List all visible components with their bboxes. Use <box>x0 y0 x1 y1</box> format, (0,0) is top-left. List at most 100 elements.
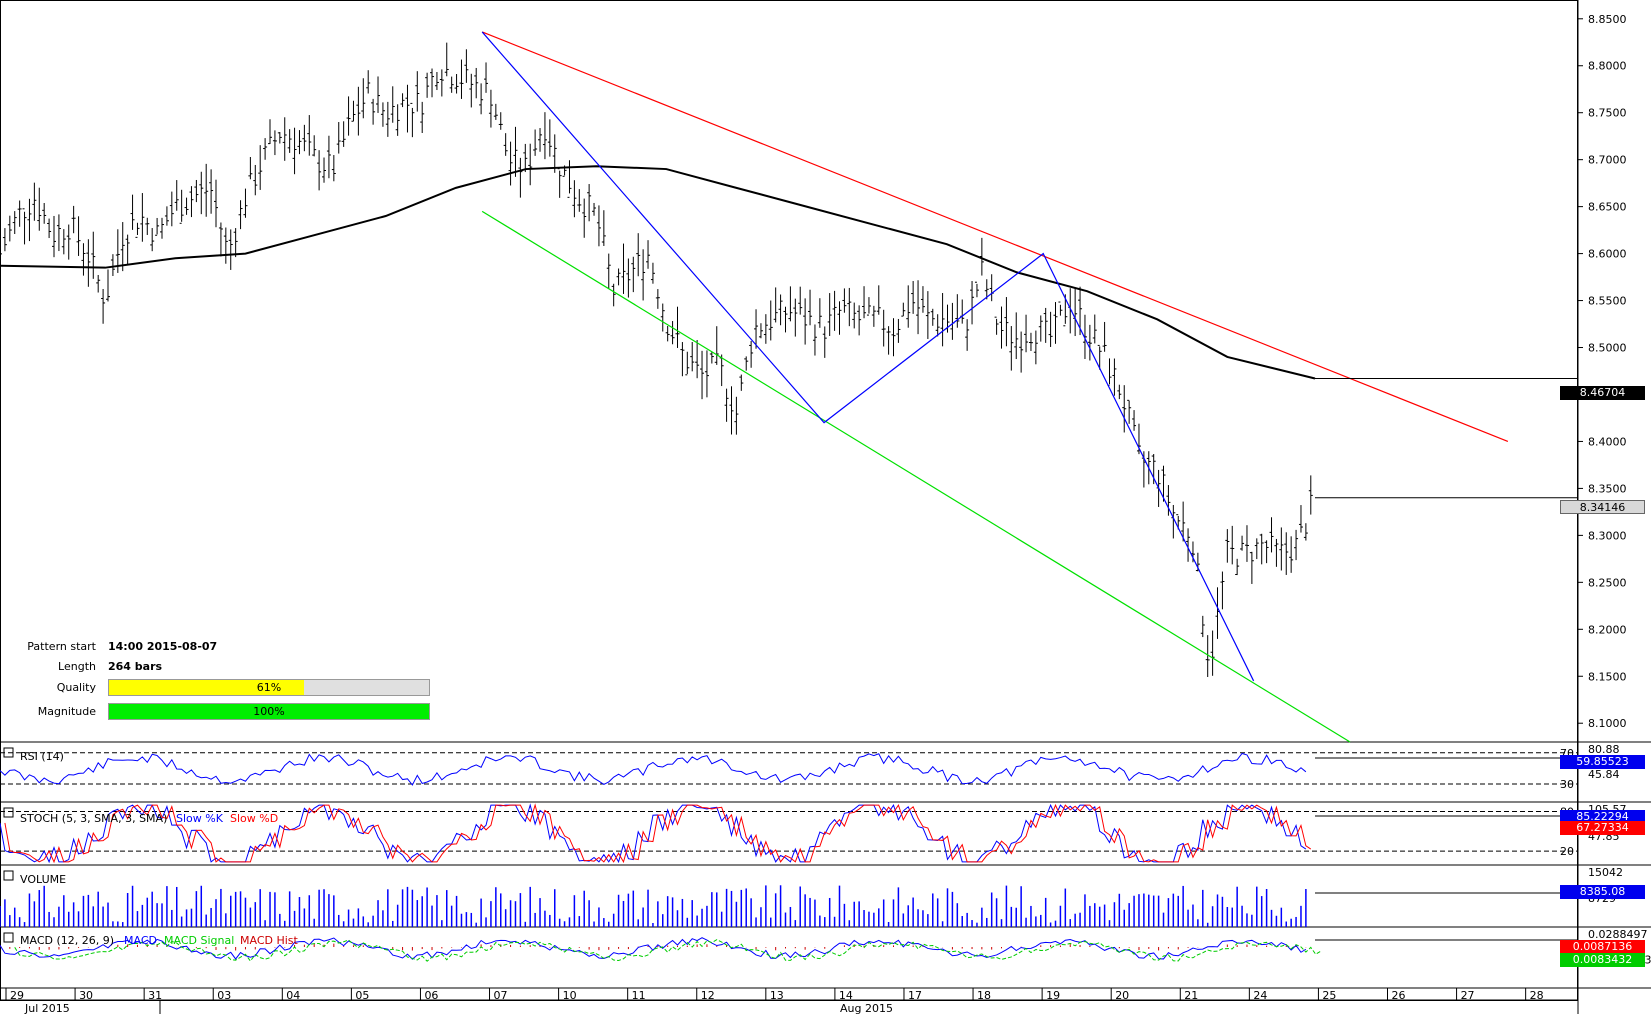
x-tick-label-22: 28 <box>1530 989 1544 1002</box>
signal-value-tag: 0.0083432 <box>1560 953 1645 967</box>
price-bar <box>724 388 729 422</box>
stoch-title: STOCH (5, 3, SMA, 3, SMA) <box>20 812 167 825</box>
price-bar <box>1127 399 1132 424</box>
price-bar <box>901 302 906 317</box>
price-bar <box>1298 505 1303 533</box>
price-bar <box>189 186 194 218</box>
macd-signal-line <box>14 939 1321 962</box>
price-bar <box>552 134 557 173</box>
length-label: Length <box>58 660 96 673</box>
price-bar <box>572 180 577 218</box>
price-bar <box>258 145 263 190</box>
price-bar <box>101 289 106 324</box>
price-bar <box>81 243 86 276</box>
price-bar <box>979 237 984 276</box>
price-bar <box>984 279 989 300</box>
resistance-line <box>481 31 1509 443</box>
price-bar <box>685 351 690 376</box>
price-bar <box>125 234 130 265</box>
price-bar <box>37 187 42 231</box>
price-bar <box>243 188 248 218</box>
macd-legend-signal: MACD Signal <box>164 934 234 947</box>
price-bar <box>1259 533 1264 565</box>
price-tick-label-9: 8.4000 <box>1588 435 1627 448</box>
macd-title: MACD (12, 26, 9) <box>20 934 114 947</box>
price-bar <box>420 101 425 134</box>
price-bar <box>542 112 547 160</box>
price-bar <box>469 73 474 108</box>
price-bar <box>488 89 493 128</box>
price-bar <box>1225 529 1230 563</box>
price-bar <box>425 72 430 98</box>
price-bar <box>1186 528 1191 562</box>
price-bar <box>700 350 705 400</box>
price-bar <box>253 164 258 196</box>
price-bar <box>1284 532 1289 575</box>
price-bar <box>326 135 331 179</box>
price-bar <box>42 202 47 224</box>
price-bar <box>567 160 572 198</box>
price-bar <box>1303 523 1308 541</box>
price-bar <box>876 285 881 315</box>
stoch-k-tag: 85.22294 <box>1560 810 1645 824</box>
price-bar <box>538 128 543 152</box>
price-bar <box>434 72 439 91</box>
price-bar <box>547 119 552 157</box>
price-bar <box>1220 571 1225 610</box>
price-bar <box>601 210 606 246</box>
price-bar <box>950 302 955 340</box>
price-bar <box>351 100 356 122</box>
price-bar <box>704 350 709 398</box>
price-bar <box>405 84 410 133</box>
price-bar <box>734 396 739 435</box>
price-bar <box>763 314 768 344</box>
price-bar <box>1053 302 1058 344</box>
price-bar <box>47 218 52 239</box>
support-line <box>481 210 1351 743</box>
price-bar <box>1028 332 1033 351</box>
price-tick-label-7: 8.5000 <box>1588 342 1627 355</box>
price-bar <box>268 119 273 145</box>
price-bar <box>822 326 827 358</box>
price-bar <box>557 168 562 198</box>
price-bar <box>523 143 528 173</box>
price-bar <box>1210 630 1215 676</box>
price-bar <box>1019 331 1024 373</box>
price-bar <box>459 59 464 99</box>
price-bar <box>12 211 17 235</box>
price-bar <box>974 281 979 298</box>
price-bar <box>930 308 935 326</box>
length-value: 264 bars <box>108 660 163 673</box>
price-bar <box>587 184 592 222</box>
price-bar <box>655 289 660 309</box>
price-bar <box>749 340 754 368</box>
price-bar <box>528 143 533 186</box>
rsi-line <box>0 752 1307 786</box>
price-bar <box>174 180 179 211</box>
price-bar <box>1082 314 1087 360</box>
price-bar <box>474 67 479 99</box>
x-tick-label-4: 04 <box>286 989 300 1002</box>
price-bar <box>582 198 587 238</box>
indicator-labels: RSI (14) STOCH (5, 3, SMA, 3, SMA) Slow … <box>20 750 299 947</box>
price-bar <box>817 298 822 328</box>
price-bar <box>744 356 749 371</box>
price-bar <box>611 283 616 307</box>
price-bar <box>606 253 611 289</box>
price-tick-label-3: 8.7000 <box>1588 154 1627 167</box>
price-bar <box>479 83 484 115</box>
price-bar <box>1249 551 1254 584</box>
x-tick-label-21: 27 <box>1461 989 1475 1002</box>
price-bar <box>729 386 734 435</box>
pattern-start-value: 14:00 2015-08-07 <box>108 640 218 653</box>
price-bar <box>1033 330 1038 365</box>
price-axis: 8.8500 8.8000 8.7500 8.7000 8.6500 8.6000 8.55… <box>1578 13 1627 730</box>
month-label-jul: Jul 2015 <box>24 1002 70 1014</box>
x-tick-label-17: 21 <box>1184 989 1198 1002</box>
rsi-title: RSI (14) <box>20 750 64 763</box>
price-bar <box>140 193 145 242</box>
price-bar <box>970 281 975 325</box>
price-bar <box>793 298 798 337</box>
price-bar <box>263 138 268 160</box>
price-bar <box>1264 540 1269 564</box>
